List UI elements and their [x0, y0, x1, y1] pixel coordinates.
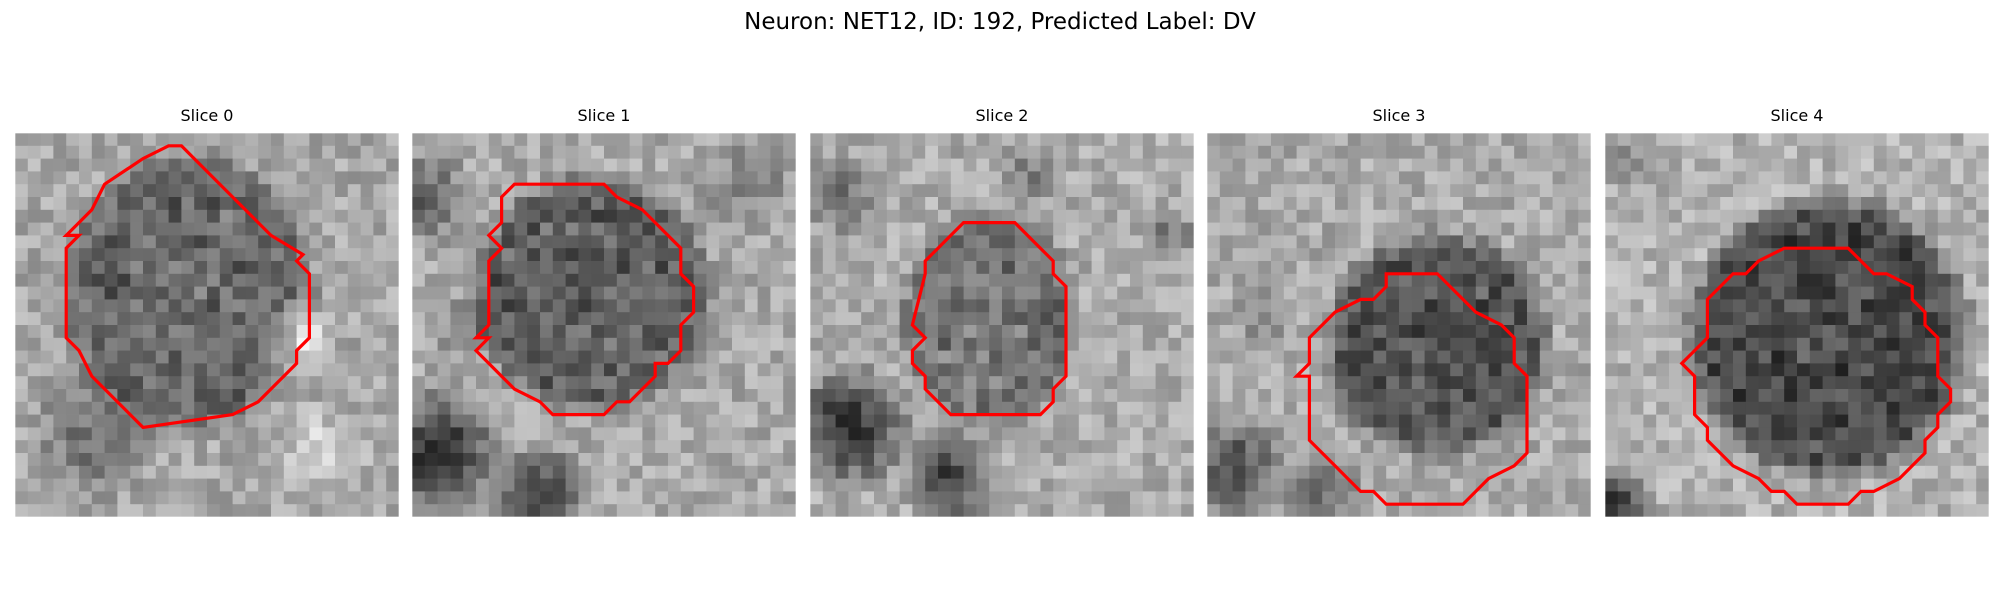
slice-title: Slice 4 — [1770, 106, 1824, 125]
neuron-contour — [472, 182, 696, 417]
slice-image — [15, 133, 399, 517]
slice-image — [1605, 133, 1989, 517]
figure-title: Neuron: NET12, ID: 192, Predicted Label:… — [744, 9, 1256, 35]
slice-image — [1207, 133, 1591, 517]
neuron-contour — [1292, 272, 1529, 506]
neuron-contour — [1679, 246, 1953, 506]
slice-title: Slice 1 — [577, 106, 631, 125]
slice-image — [412, 133, 796, 517]
neuron-contour — [62, 144, 311, 430]
slice-title: Slice 0 — [180, 106, 234, 125]
slice-image — [810, 133, 1194, 517]
neuron-contour — [910, 221, 1068, 417]
slice-title: Slice 2 — [975, 106, 1029, 125]
slice-title: Slice 3 — [1372, 106, 1426, 125]
